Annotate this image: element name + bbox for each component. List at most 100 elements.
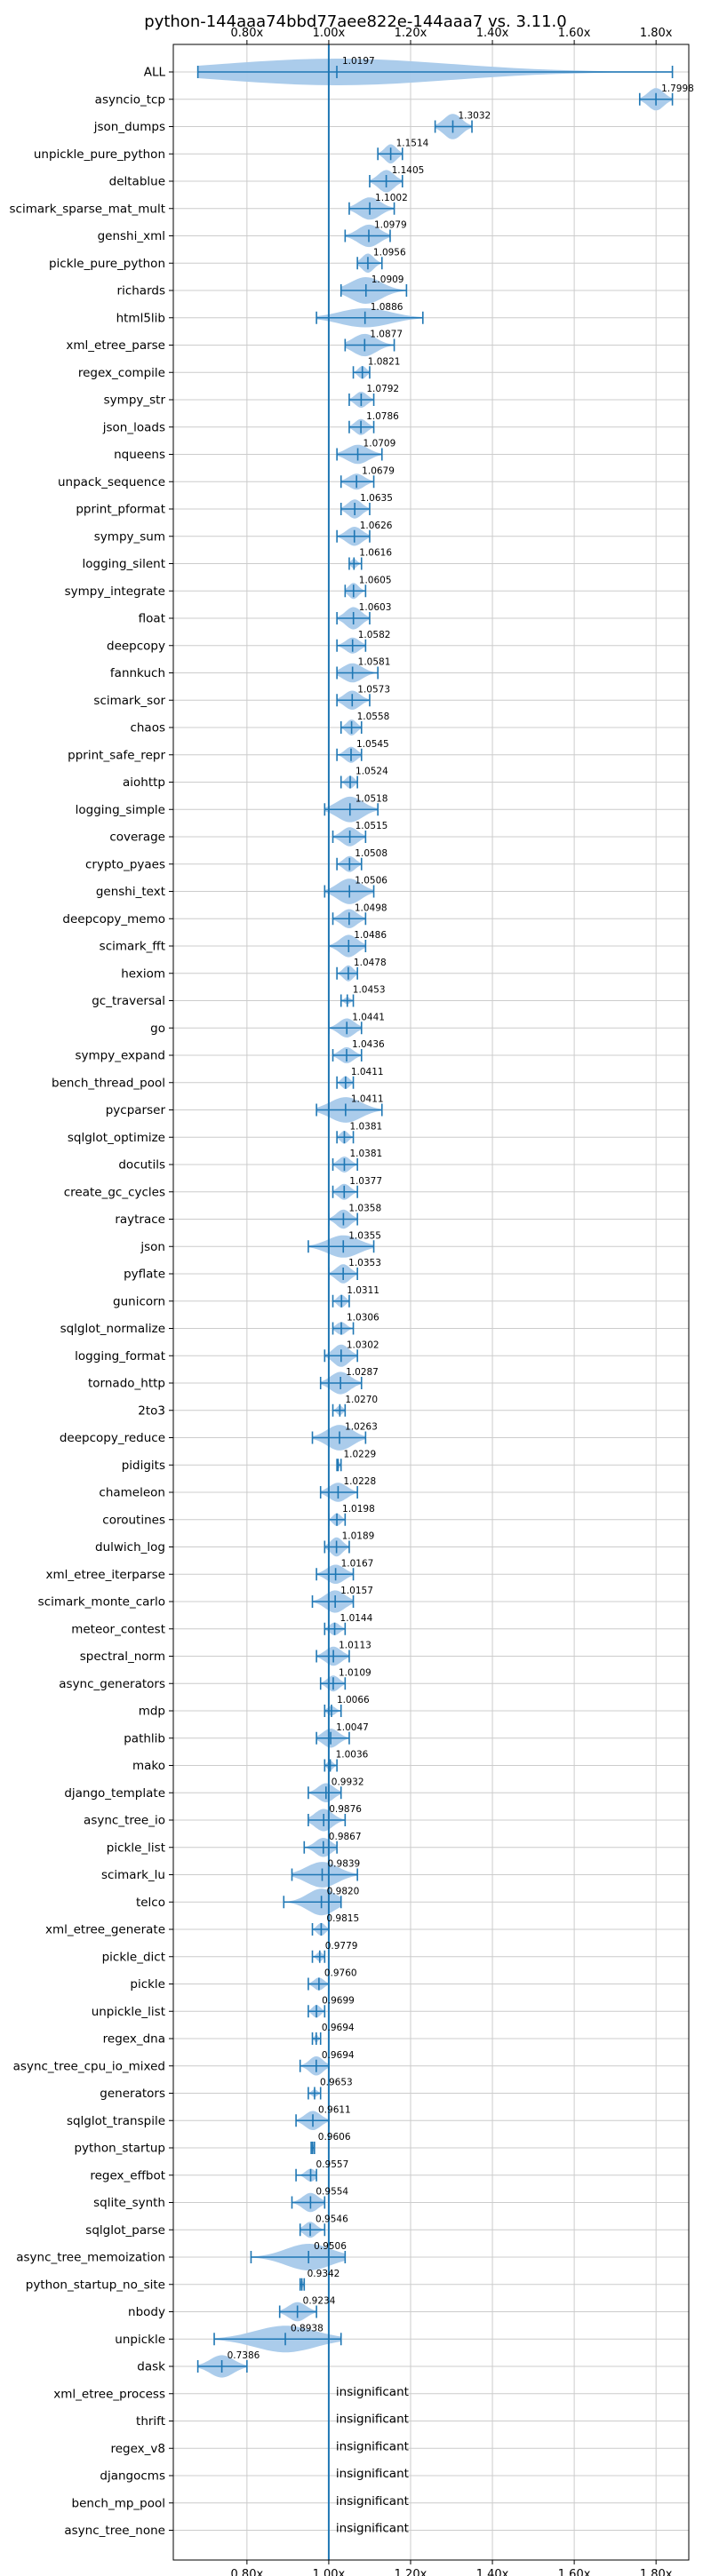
value-label: 1.0144 (340, 1613, 373, 1624)
benchmark-label: deepcopy_memo (62, 912, 165, 926)
benchmark-label: nqueens (114, 448, 165, 462)
insignificant-label: insignificant (336, 2522, 409, 2536)
benchmark-label: json_loads (102, 420, 165, 434)
benchmark-label: create_gc_cycles (64, 1185, 165, 1199)
value-label: 0.9653 (320, 2078, 353, 2088)
benchmark-label: pickle_list (107, 1841, 165, 1855)
value-label: 1.0603 (359, 602, 392, 613)
benchmark-label: pycparser (106, 1103, 166, 1117)
value-label: 1.0573 (357, 684, 390, 695)
value-label: 1.0353 (348, 1258, 381, 1268)
value-label: 0.9815 (326, 1913, 359, 1924)
benchmark-label: pprint_pformat (76, 503, 165, 517)
value-label: 1.0377 (349, 1176, 382, 1187)
value-label: 0.9779 (325, 1941, 358, 1952)
value-label: 1.0635 (360, 493, 393, 504)
benchmark-label: unpickle_list (92, 2005, 165, 2019)
benchmark-label: mako (132, 1759, 165, 1773)
chart-title: python-144aaa74bbd77aee822e-144aaa7 vs. … (144, 12, 566, 31)
value-label: 1.0167 (341, 1558, 374, 1569)
benchmark-label: scimark_sparse_mat_mult (10, 202, 165, 216)
value-label: 1.0113 (339, 1641, 371, 1651)
value-label: 1.0909 (371, 274, 404, 285)
benchmark-label: pyflate (124, 1268, 165, 1282)
benchmark-label: mdp (139, 1705, 165, 1719)
benchmark-label: sqlite_synth (93, 2196, 165, 2210)
value-label: 1.0198 (342, 1504, 375, 1515)
value-label: 0.7386 (228, 2350, 260, 2361)
benchmark-label: async_tree_cpu_io_mixed (13, 2059, 165, 2073)
grid-layer (169, 40, 689, 2564)
value-label: 1.0036 (336, 1750, 369, 1761)
benchmark-label: python_startup (74, 2142, 165, 2156)
benchmark-label: sqlglot_parse (85, 2223, 165, 2238)
value-label: 1.0886 (371, 302, 403, 313)
benchmark-label: scimark_monte_carlo (38, 1595, 165, 1610)
value-label: 1.0189 (342, 1531, 375, 1542)
benchmark-label: coverage (109, 831, 165, 845)
value-label: 0.9760 (324, 1968, 357, 1979)
benchmark-label: async_generators (59, 1677, 165, 1691)
benchmark-label: regex_compile (78, 366, 165, 380)
value-label: 1.0679 (362, 465, 395, 476)
value-label: 1.0311 (347, 1285, 379, 1296)
value-label: 1.0436 (352, 1039, 385, 1050)
benchmark-label: pprint_safe_repr (68, 748, 165, 762)
insignificant-label: insignificant (336, 2494, 409, 2508)
benchmark-label: pickle_pure_python (49, 257, 165, 271)
benchmark-label: dulwich_log (95, 1540, 165, 1554)
x-tick-label-bottom: 1.00x (313, 2568, 346, 2576)
benchmark-label: logging_simple (76, 803, 165, 817)
violin-layer (196, 59, 674, 2378)
value-label: 0.9557 (316, 2159, 349, 2170)
value-label: 1.0524 (356, 767, 388, 777)
value-label: 0.9876 (329, 1804, 362, 1815)
benchmark-label: deltablue (109, 175, 165, 189)
insignificant-label: insignificant (336, 2413, 409, 2427)
x-tick-label-bottom: 1.60x (558, 2568, 591, 2576)
benchmark-label: chameleon (99, 1486, 165, 1500)
value-label: 1.0626 (360, 521, 393, 531)
benchmark-label: regex_effbot (90, 2168, 165, 2182)
benchmark-label: logging_format (75, 1349, 165, 1364)
value-label: 1.0877 (370, 330, 403, 340)
value-label: 0.9234 (303, 2296, 336, 2307)
value-label: 1.0486 (354, 930, 387, 941)
benchmark-label: docutils (118, 1158, 165, 1173)
benchmark-label: aiohttp (123, 775, 165, 790)
value-label: 1.0109 (339, 1667, 371, 1678)
value-label: 1.0518 (356, 793, 388, 804)
benchmark-label: pickle (130, 1977, 165, 1992)
value-label: 1.1002 (375, 193, 408, 203)
value-label: 0.9699 (322, 1995, 355, 2006)
value-label: 1.0047 (336, 1722, 369, 1733)
benchmark-label: genshi_xml (98, 229, 165, 243)
benchmark-label: richards (117, 284, 165, 298)
value-label: 0.9342 (308, 2269, 340, 2279)
benchmark-label: json_dumps (93, 120, 165, 134)
label-layer: 0.80x 0.80x 1.00x 1.00x 1.20x 1.20x 1.40x 1.40x… (10, 27, 694, 2576)
x-tick-label-bottom: 0.80x (231, 2568, 264, 2576)
benchmark-label: sqlglot_normalize (60, 1322, 165, 1336)
x-tick-label-bottom: 1.80x (640, 2568, 673, 2576)
benchmark-label: xml_etree_iterparse (46, 1568, 166, 1582)
value-label: 1.0228 (343, 1476, 376, 1487)
value-label: 1.0411 (351, 1094, 384, 1105)
value-label: 1.1405 (392, 165, 425, 176)
value-label: 0.9611 (318, 2104, 351, 2115)
value-label: 0.9820 (327, 1886, 360, 1896)
benchmark-label: scimark_lu (101, 1868, 165, 1882)
x-tick-label-top: 1.20x (395, 27, 427, 40)
value-label: 0.9546 (316, 2214, 348, 2224)
benchmark-label: async_tree_memoization (16, 2251, 165, 2265)
benchmark-label: spectral_norm (80, 1650, 165, 1664)
benchmark-label: go (150, 1022, 165, 1036)
benchmark-label: sympy_sum (94, 529, 165, 544)
benchmark-label: unpickle (115, 2333, 165, 2347)
value-label: 1.0979 (374, 220, 407, 231)
benchmark-label: 2to3 (138, 1403, 165, 1418)
benchmark-label: sqlglot_transpile (67, 2114, 165, 2128)
value-label: 1.0605 (359, 575, 392, 585)
benchmark-label: crypto_pyaes (85, 857, 165, 871)
